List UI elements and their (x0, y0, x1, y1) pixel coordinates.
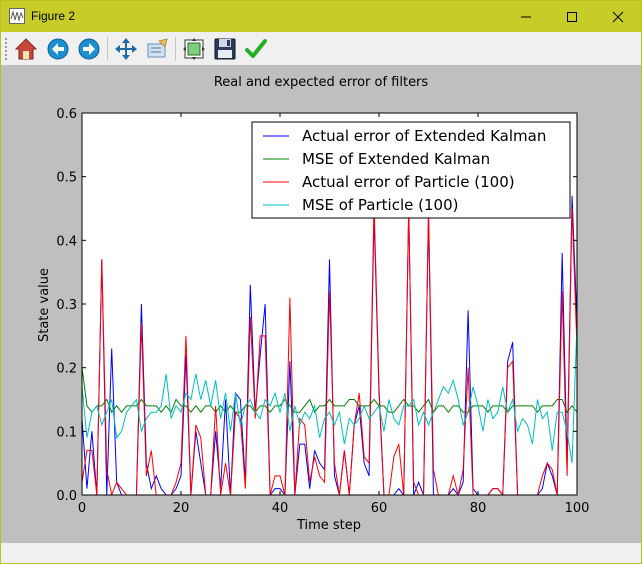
back-button[interactable] (44, 35, 72, 63)
title-bar[interactable]: Figure 2 (1, 1, 641, 32)
window-title: Figure 2 (31, 9, 76, 23)
floppy-disk-icon (214, 38, 236, 60)
legend-entry: MSE of Particle (100) (302, 196, 458, 214)
x-tick-label: 0 (78, 501, 86, 516)
y-tick-label: 0.2 (56, 362, 77, 377)
legend-box (251, 121, 571, 219)
y-tick-label: 0.4 (56, 234, 77, 249)
minimize-button[interactable] (503, 1, 549, 32)
chart-title: Real and expected error of filters (214, 75, 429, 90)
figure-canvas[interactable]: Real and expected error of filters 0 20 40… (1, 65, 641, 543)
legend: Actual error of Extended Kalman MSE of Ex… (251, 121, 571, 219)
x-tick-label: 100 (565, 501, 590, 516)
close-icon (612, 11, 624, 22)
y-tick-label: 0.5 (56, 171, 77, 186)
move-icon (115, 38, 137, 60)
zoom-rect-icon (147, 38, 168, 58)
figure-app-icon (9, 8, 25, 24)
y-tick-label: 0.6 (56, 107, 77, 122)
x-tick-label: 80 (470, 501, 487, 516)
x-tick-label: 40 (272, 501, 289, 516)
legend-entry: MSE of Extended Kalman (302, 150, 490, 168)
legend-entry: Actual error of Extended Kalman (302, 127, 546, 145)
home-button[interactable] (12, 35, 40, 63)
checkmark-icon (245, 39, 267, 58)
series-line-2 (82, 367, 577, 414)
x-axis-label: Time step (296, 518, 361, 533)
y-tick-label: 0.0 (56, 489, 77, 504)
subplots-icon (183, 38, 205, 60)
plot-area: Real and expected error of filters 0 20 40… (37, 75, 590, 533)
zoom-button[interactable] (143, 35, 171, 63)
series-line-4 (82, 323, 577, 464)
x-tick-label: 20 (173, 501, 190, 516)
forward-arrow-icon (78, 38, 100, 60)
toolbar-separator (175, 37, 176, 61)
legend-entry: Actual error of Particle (100) (302, 173, 515, 191)
edit-axis-button[interactable] (242, 35, 270, 63)
series-layer (82, 195, 577, 495)
status-bar (1, 543, 641, 563)
back-arrow-icon (47, 38, 69, 60)
close-button[interactable] (595, 1, 641, 32)
maximize-icon (567, 11, 577, 22)
x-axis: 0 20 40 60 80 100 (78, 113, 590, 516)
y-tick-label: 0.3 (56, 298, 77, 313)
y-axis: 0.0 0.1 0.2 0.3 0.4 0.5 0.6 (56, 107, 577, 504)
y-axis-label: State value (37, 268, 52, 342)
toolbar-separator (107, 37, 108, 61)
series-line-3 (82, 202, 577, 495)
forward-button[interactable] (75, 35, 103, 63)
navigation-toolbar (1, 32, 641, 65)
minimize-icon (521, 16, 531, 17)
subplots-button[interactable] (180, 35, 208, 63)
save-button[interactable] (211, 35, 239, 63)
y-tick-label: 0.1 (56, 425, 77, 440)
home-icon (14, 38, 38, 60)
maximize-button[interactable] (549, 1, 595, 32)
x-tick-label: 60 (371, 501, 388, 516)
toolbar-grip[interactable] (5, 38, 8, 60)
pan-button[interactable] (112, 35, 140, 63)
